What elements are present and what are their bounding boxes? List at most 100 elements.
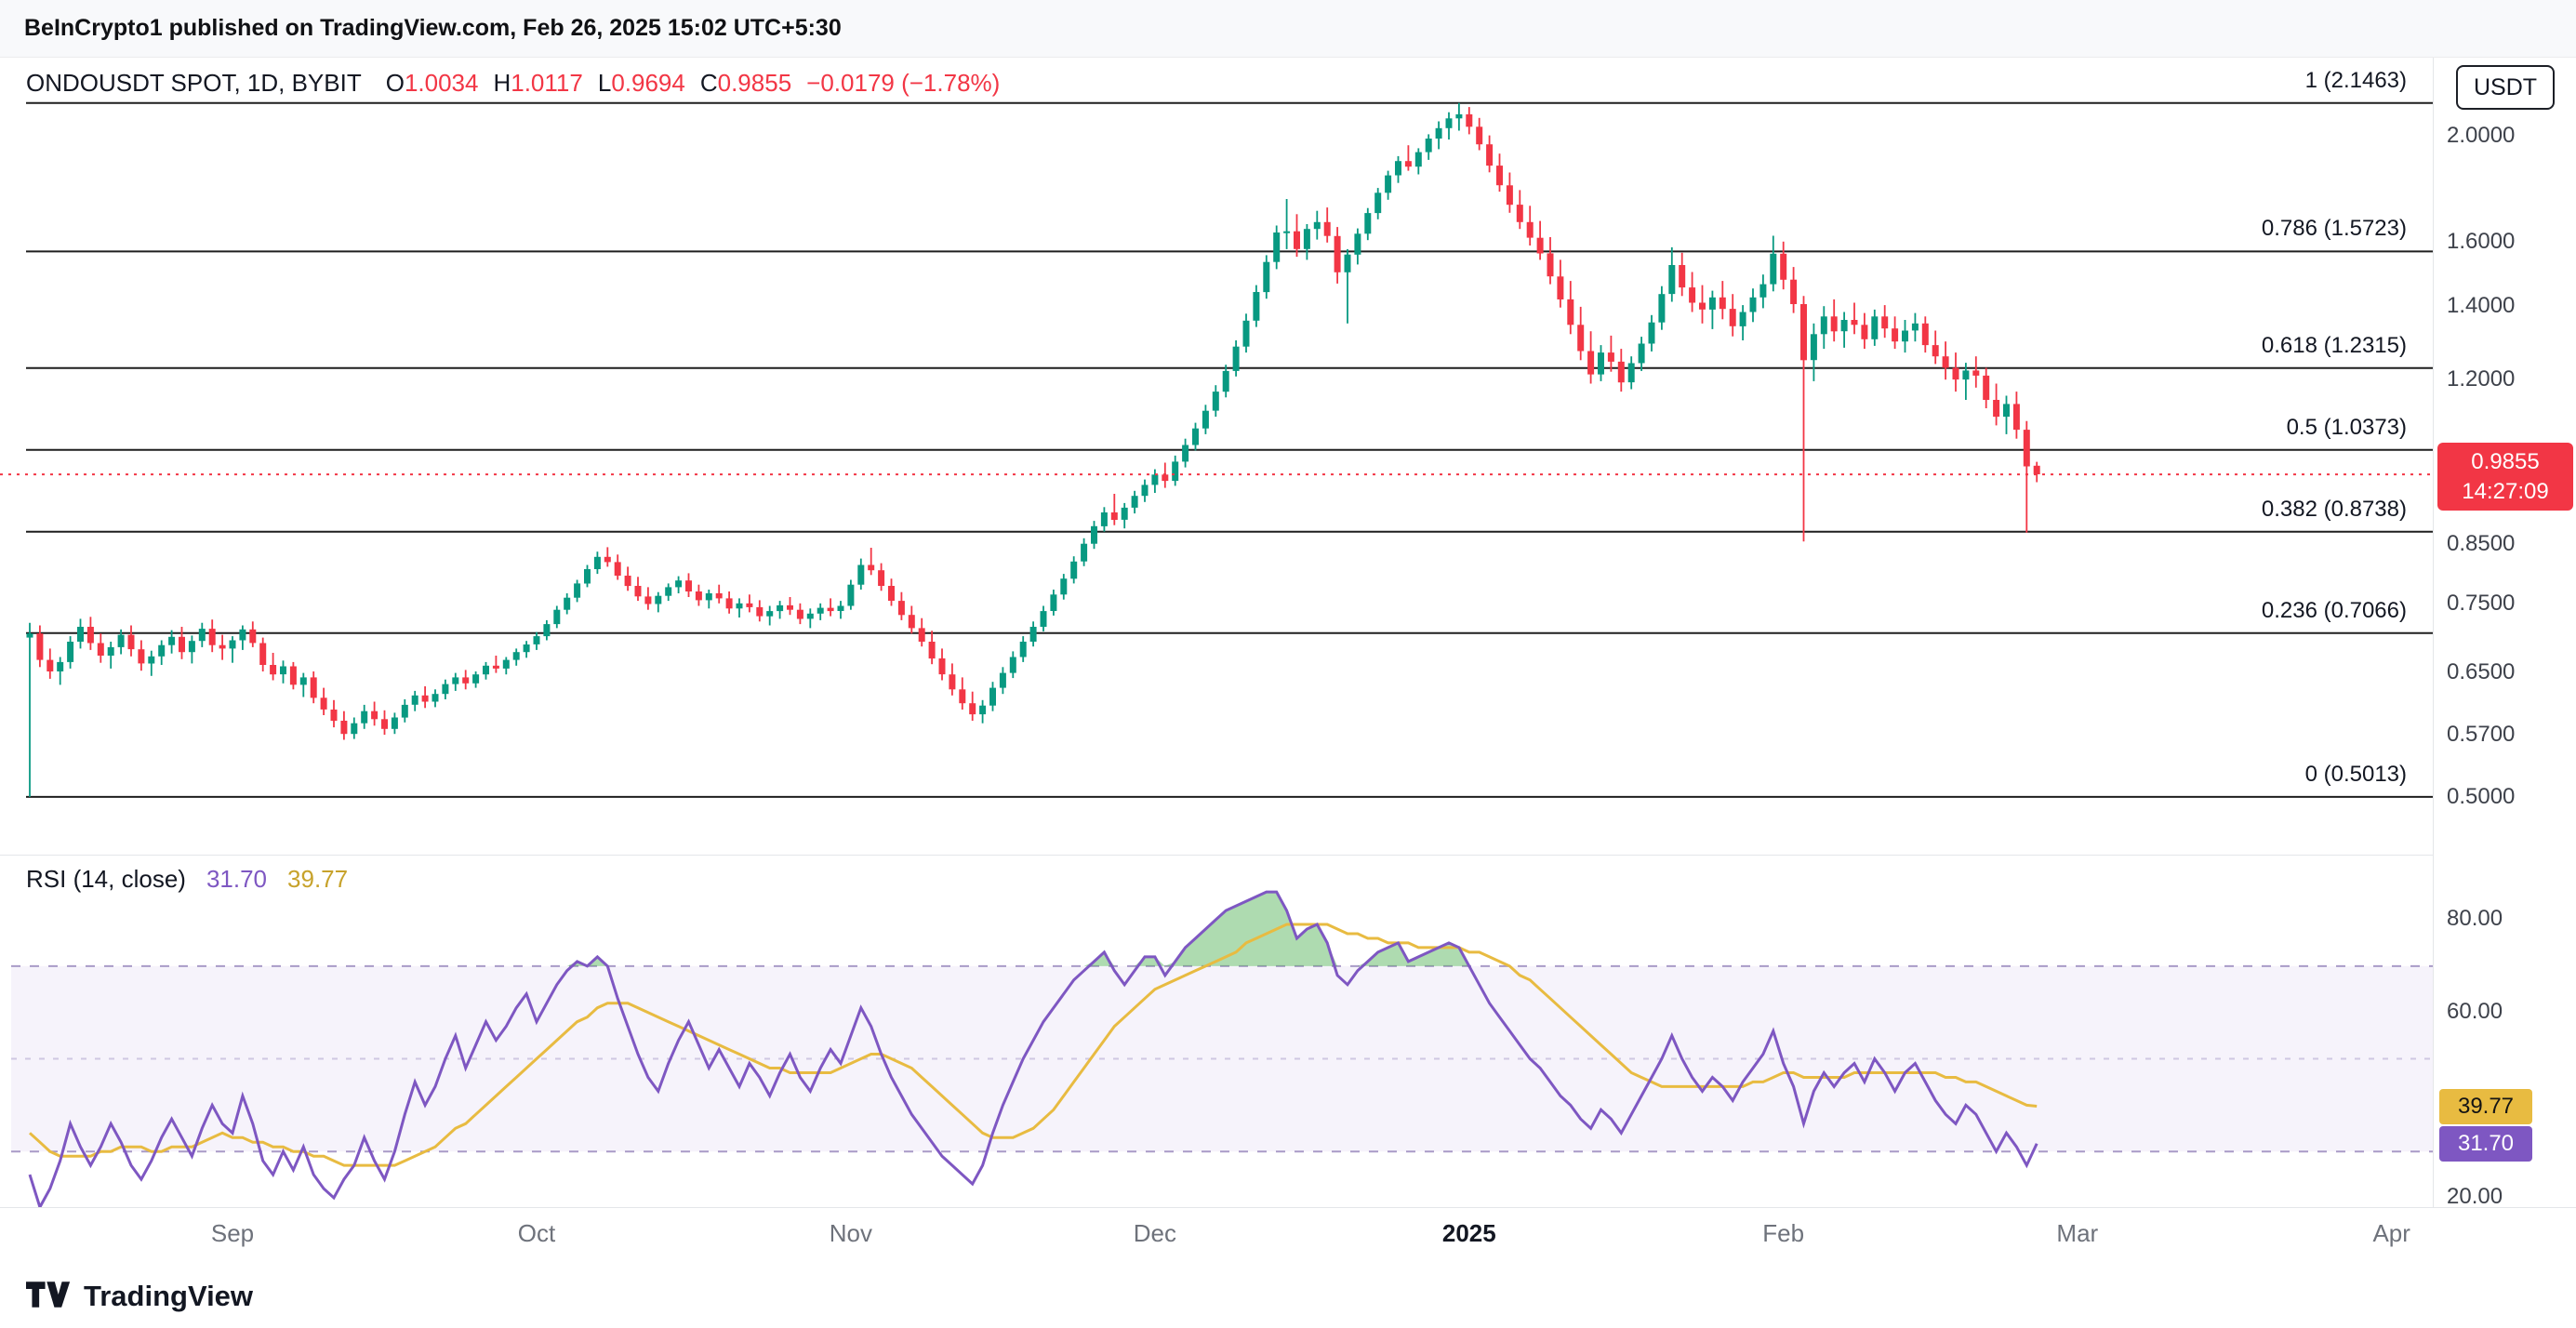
candle-body (391, 717, 398, 729)
tradingview-logo-icon[interactable] (26, 1281, 71, 1313)
candle-body (715, 593, 723, 599)
rsi-ma-badge: 39.77 (2439, 1088, 2532, 1124)
candle-body (1911, 323, 1919, 331)
rsi-line (28, 890, 2038, 1211)
candle-body (1060, 578, 1068, 595)
candle-body (989, 687, 996, 706)
price-tick-label: 0.5700 (2447, 721, 2516, 747)
time-axis[interactable]: Sep Oct Nov Dec 2025 Feb Mar Apr (0, 1207, 2576, 1257)
candle-body (97, 643, 104, 656)
candle-body (330, 710, 338, 722)
rsi-tick-label: 60.00 (2447, 998, 2503, 1024)
candle-body (289, 666, 297, 685)
close-field: C 0.9855 (699, 69, 792, 97)
candle-body (512, 652, 520, 660)
price-tick-label: 2.0000 (2447, 122, 2516, 148)
candle-body (229, 640, 236, 649)
candle-body (2033, 465, 2040, 474)
candle-body (553, 609, 561, 625)
candle-body (1861, 325, 1868, 339)
candle-body (117, 634, 125, 647)
candle-body (442, 684, 449, 695)
candle-body (969, 703, 976, 715)
candle-body (1607, 352, 1614, 362)
candle-body (1699, 302, 1706, 310)
price-tick-label: 0.8500 (2447, 530, 2516, 556)
last-price-value: 0.9855 (2471, 449, 2540, 475)
candle-body (77, 627, 84, 642)
candle-body (168, 636, 176, 645)
candle-body (1131, 496, 1138, 508)
rsi-overbought-fill (30, 892, 2038, 966)
candle-body (1121, 507, 1128, 520)
candle-body (1455, 113, 1463, 119)
rsi-ma-line (28, 923, 2038, 1167)
candle-body (1222, 370, 1229, 392)
price-tick-label: 1.4000 (2447, 292, 2516, 318)
candle-body (1283, 231, 1291, 233)
candle-body (502, 659, 510, 669)
candle-body (1182, 445, 1189, 462)
candle-body (1993, 400, 2000, 418)
rsi-value: 31.70 (206, 865, 268, 893)
tradingview-wordmark[interactable]: TradingView (84, 1280, 254, 1312)
time-axis-label: Nov (829, 1219, 873, 1247)
candle-body (138, 649, 145, 664)
candle-body (1273, 232, 1281, 262)
candle-body (1081, 543, 1088, 562)
candle-body (928, 642, 936, 659)
candle-body (1770, 253, 1777, 285)
candle-body (1070, 561, 1078, 579)
candle-body (371, 710, 378, 720)
candle-body (1141, 485, 1149, 497)
candle-body (2023, 430, 2030, 467)
candle-body (340, 721, 348, 735)
candle-body (1881, 316, 1889, 329)
candle-body (310, 677, 317, 698)
candle-body (1759, 284, 1767, 298)
candle-body (897, 601, 905, 616)
candle-body (1476, 126, 1483, 145)
candle-body (86, 627, 94, 644)
candle-body (1892, 328, 1899, 342)
candle-body (472, 674, 480, 684)
candle-body (878, 570, 885, 586)
candle-body (593, 556, 601, 569)
candle-body (1536, 237, 1544, 254)
candle-body (1790, 279, 1798, 304)
currency-button[interactable]: USDT (2456, 65, 2555, 110)
candle-body (1942, 356, 1949, 368)
candle-body (756, 606, 764, 617)
panel-divider[interactable] (0, 855, 2576, 856)
symbol-title[interactable]: ONDOUSDT SPOT, 1D, BYBIT (26, 69, 362, 97)
price-axis[interactable]: USDT 0.9855 14:27:09 2.0000 1.6000 1.4000 1… (2433, 58, 2576, 1257)
candle-body (158, 644, 166, 657)
candle-body (1547, 253, 1554, 277)
price-tick-label: 0.6500 (2447, 658, 2516, 684)
candle-body (1526, 221, 1534, 238)
candle-body (1323, 221, 1331, 236)
price-tick-label: 1.2000 (2447, 366, 2516, 392)
candle-body (208, 629, 216, 645)
candle-body (999, 672, 1006, 688)
candle-body (1689, 287, 1696, 303)
candle-body (685, 580, 692, 591)
attribution-text: BeInCrypto1 published on TradingView.com… (24, 15, 842, 41)
candle-body (806, 613, 814, 619)
candle-body (584, 569, 591, 584)
candle-body (736, 603, 743, 609)
candle-body (1902, 330, 1908, 342)
candle-body (492, 665, 499, 669)
time-axis-label: Sep (210, 1219, 255, 1247)
candle-body (1294, 231, 1300, 249)
candle-body (1598, 352, 1604, 375)
candle-body (1100, 512, 1108, 526)
footer: TradingView (26, 1280, 253, 1313)
candle-body (1242, 320, 1250, 347)
candle-body (1344, 254, 1351, 272)
high-field: H 1.0117 (493, 69, 583, 97)
candle-body (270, 665, 277, 675)
candle-body (725, 598, 733, 609)
candle-body (938, 658, 946, 675)
